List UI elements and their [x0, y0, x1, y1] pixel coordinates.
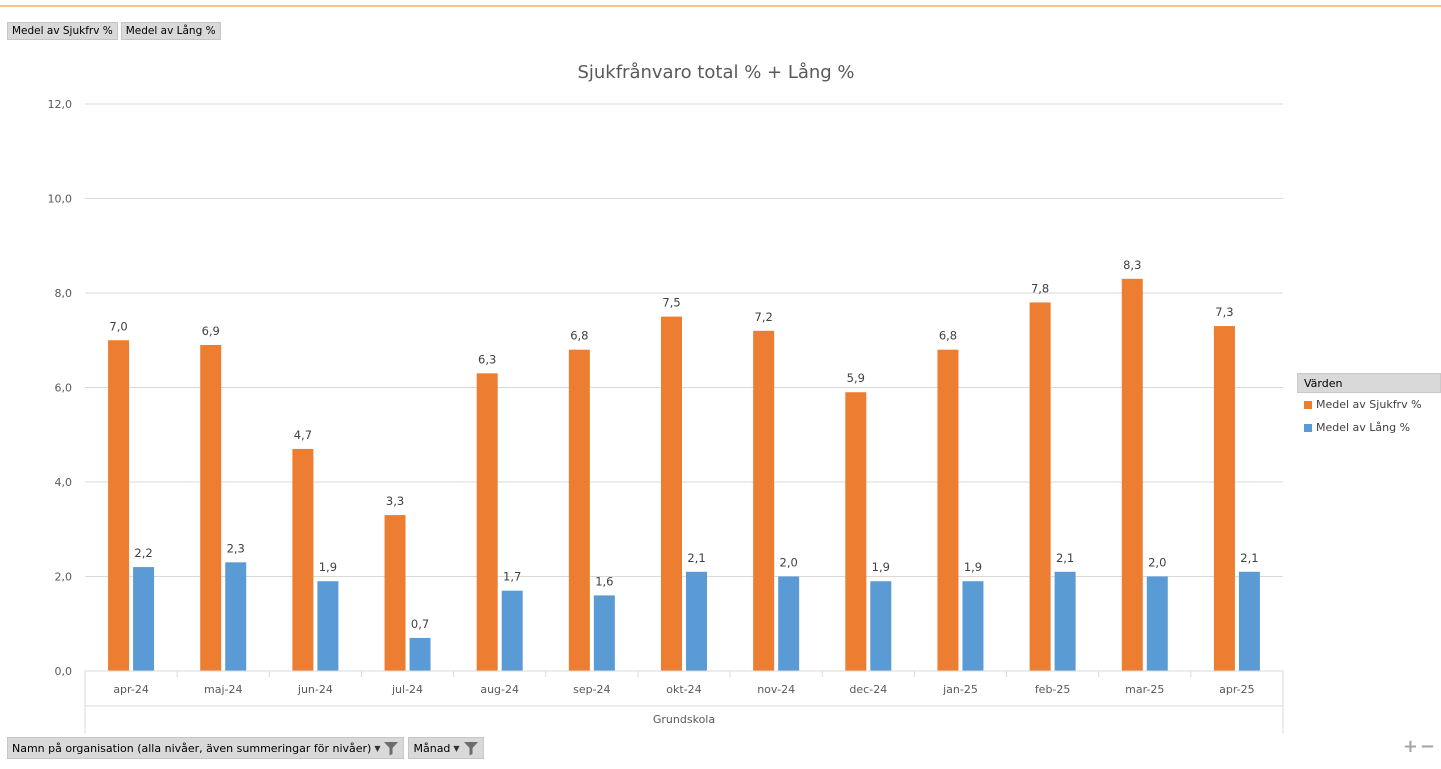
data-label-sjukfrv: 7,3: [1215, 305, 1233, 319]
data-label-lang: 1,9: [319, 560, 337, 574]
bar-lang: [133, 567, 155, 671]
x-tick-label: okt-24: [666, 683, 701, 696]
legend-swatch-blue: [1304, 423, 1312, 432]
dropdown-arrow-icon: ▼: [453, 743, 460, 753]
x-tick-label: jun-24: [297, 683, 333, 696]
bar-lang: [870, 581, 892, 671]
bar-lang: [1054, 571, 1076, 671]
data-label-lang: 1,9: [964, 560, 982, 574]
data-label-sjukfrv: 7,2: [755, 310, 773, 324]
data-label-sjukfrv: 6,8: [939, 329, 957, 343]
bar-lang: [686, 571, 707, 671]
data-label-lang: 2,2: [134, 546, 152, 560]
data-label-sjukfrv: 8,3: [1123, 258, 1141, 272]
bar-sjukfrv: [753, 330, 775, 671]
bar-sjukfrv: [937, 349, 959, 671]
y-tick-label: 10,0: [48, 193, 73, 206]
data-label-lang: 1,9: [872, 560, 890, 574]
x-tick-label: mar-25: [1125, 683, 1164, 696]
data-label-lang: 2,1: [1240, 551, 1258, 565]
y-tick-label: 0,0: [55, 665, 73, 678]
x-tick-label: aug-24: [480, 683, 519, 696]
bar-lang: [1238, 571, 1260, 671]
data-label-sjukfrv: 4,7: [294, 428, 312, 442]
legend[interactable]: Värden Medel av Sjukfrv % Medel av Lång …: [1297, 373, 1441, 439]
data-label-sjukfrv: 6,8: [570, 329, 588, 343]
filter-label-manad: Månad: [413, 741, 451, 755]
data-label-sjukfrv: 3,3: [386, 494, 404, 508]
legend-item-lang[interactable]: Medel av Lång %: [1297, 416, 1441, 439]
collapse-minus-icon[interactable]: −: [1419, 736, 1435, 757]
data-label-lang: 2,0: [1148, 556, 1166, 570]
y-tick-label: 2,0: [55, 571, 73, 584]
legend-title[interactable]: Värden: [1297, 373, 1441, 393]
data-label-lang: 2,1: [687, 551, 705, 565]
data-label-lang: 0,7: [411, 617, 429, 631]
funnel-icon: [463, 742, 478, 756]
y-tick-label: 12,0: [48, 98, 73, 111]
filter-button-organisation[interactable]: Namn på organisation (alla nivåer, även …: [7, 737, 405, 759]
x-tick-label: apr-24: [113, 683, 149, 696]
x-tick-label: dec-24: [849, 683, 887, 696]
x-axis-label: Grundskola: [653, 713, 715, 726]
bar-sjukfrv: [476, 373, 498, 671]
bar-sjukfrv: [661, 316, 682, 671]
funnel-icon: [384, 742, 399, 756]
pivot-axis-filter-buttons: Namn på organisation (alla nivåer, även …: [7, 737, 484, 759]
field-button-lang[interactable]: Medel av Lång %: [120, 22, 221, 40]
data-label-lang: 2,0: [780, 556, 798, 570]
data-label-sjukfrv: 7,0: [109, 319, 127, 333]
data-label-sjukfrv: 7,8: [1031, 281, 1049, 295]
x-tick-label: apr-25: [1219, 683, 1255, 696]
field-button-sjukfrv[interactable]: Medel av Sjukfrv %: [7, 22, 118, 40]
data-label-lang: 1,7: [503, 570, 521, 584]
x-tick-label: nov-24: [757, 683, 795, 696]
data-label-lang: 2,1: [1056, 551, 1074, 565]
bar-sjukfrv: [1029, 302, 1051, 671]
data-label-sjukfrv: 7,5: [662, 296, 680, 310]
legend-label-lang: Medel av Lång %: [1316, 421, 1411, 434]
x-tick-label: sep-24: [573, 683, 610, 696]
x-tick-label: jan-25: [942, 683, 978, 696]
bar-sjukfrv: [292, 448, 314, 671]
bar-lang: [317, 581, 339, 671]
legend-swatch-orange: [1304, 400, 1312, 409]
bar-lang: [225, 562, 247, 671]
bar-sjukfrv: [1213, 326, 1235, 671]
y-tick-label: 4,0: [55, 476, 73, 489]
y-tick-label: 8,0: [55, 287, 73, 300]
data-label-lang: 2,3: [227, 541, 245, 555]
chart-title: Sjukfrånvaro total % + Lång %: [577, 62, 854, 83]
bar-lang: [501, 590, 523, 671]
x-tick-label: jul-24: [391, 683, 423, 696]
dropdown-arrow-icon: ▼: [374, 743, 381, 753]
bar-sjukfrv: [384, 515, 406, 671]
data-label-sjukfrv: 6,9: [202, 324, 220, 338]
bar-sjukfrv: [845, 392, 867, 671]
bar-sjukfrv: [568, 349, 590, 671]
bar-lang: [1146, 576, 1168, 671]
bar-lang: [409, 637, 431, 671]
legend-label-sjukfrv: Medel av Sjukfrv %: [1316, 398, 1422, 411]
pivot-value-field-buttons: Medel av Sjukfrv % Medel av Lång %: [7, 22, 221, 40]
filter-button-manad[interactable]: Månad ▼: [408, 737, 484, 759]
data-label-lang: 1,6: [595, 574, 613, 588]
sheet-top-border: [0, 0, 1441, 7]
legend-item-sjukfrv[interactable]: Medel av Sjukfrv %: [1297, 393, 1441, 416]
bar-lang: [962, 581, 984, 671]
data-label-sjukfrv: 6,3: [478, 352, 496, 366]
x-tick-label: feb-25: [1035, 683, 1071, 696]
bar-lang: [778, 576, 800, 671]
data-label-sjukfrv: 5,9: [847, 371, 865, 385]
bar-sjukfrv: [200, 344, 222, 671]
bar-sjukfrv: [108, 340, 130, 671]
filter-label-organisation: Namn på organisation (alla nivåer, även …: [12, 741, 372, 755]
expand-plus-icon[interactable]: +: [1402, 736, 1418, 757]
bar-sjukfrv: [1121, 278, 1143, 671]
x-tick-label: maj-24: [204, 683, 242, 696]
bar-lang: [593, 595, 615, 671]
zoom-controls: + −: [1403, 738, 1435, 756]
y-tick-label: 6,0: [55, 382, 73, 395]
